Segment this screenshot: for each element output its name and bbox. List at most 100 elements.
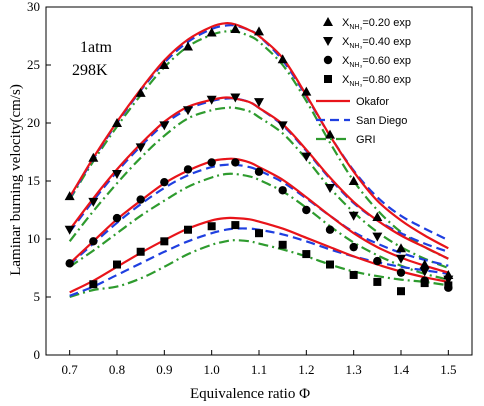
data-point-square (373, 277, 382, 286)
data-point-triangle-down (88, 197, 99, 207)
data-point-square (231, 221, 240, 230)
san-diego-curve (68, 163, 449, 267)
data-point-triangle-down (419, 267, 430, 277)
legend-label: San Diego (356, 115, 407, 127)
legend-label: XNH₃=0.20 exp (342, 17, 411, 31)
x-tick-label: 0.8 (109, 362, 125, 377)
data-point-square (255, 229, 263, 238)
data-point-triangle-down (301, 152, 312, 162)
data-point-square (184, 225, 192, 234)
data-point-circle (349, 242, 358, 252)
x-axis-title: Equivalence ratio Φ (190, 386, 310, 402)
data-point-triangle-up (183, 41, 193, 51)
data-point-triangle-down (325, 183, 335, 193)
data-point-square (397, 287, 405, 296)
axis-labels: 0.7 0.8 0.9 1.0 1.1 1.2 1.3 1.4 1.5 0 5 10 15 20 25 30 (27, 0, 456, 377)
data-point-triangle-down (112, 170, 122, 180)
x-tick-label: 0.9 (156, 362, 172, 377)
data-point-triangle-down (443, 275, 454, 285)
data-point-triangle-down (159, 121, 170, 131)
data-point-square (326, 260, 334, 269)
condition-pressure: 1atm (80, 39, 113, 56)
x-tick-label: 0.7 (62, 362, 79, 377)
legend-label: XNH₃=0.80 exp (342, 74, 411, 88)
data-point-triangle-up (348, 176, 359, 185)
data-point-square (136, 247, 145, 256)
data-point-circle (207, 158, 216, 167)
data-point-triangle-up (135, 87, 146, 97)
x-tick-label: 1.0 (204, 362, 220, 377)
legend-marker-triangle-down (323, 37, 333, 46)
data-point-circle (112, 213, 122, 223)
legend: XNH₃=0.20 exp XNH₃=0.40 exp XNH₃=0.60 exp X… (316, 17, 411, 146)
y-tick-label: 25 (27, 57, 40, 72)
data-point-triangle-down (230, 93, 241, 103)
x-tick-label: 1.5 (440, 362, 456, 377)
y-tick-label: 20 (27, 115, 40, 130)
legend-label: GRI (356, 134, 376, 146)
y-tick-label: 10 (27, 231, 40, 246)
data-point-triangle-down (206, 95, 217, 105)
data-point-circle (136, 195, 145, 204)
data-point-triangle-up (396, 243, 406, 253)
legend-label: XNH₃=0.40 exp (342, 36, 411, 50)
y-tick-label: 0 (34, 347, 41, 362)
legend-marker-circle (323, 55, 333, 65)
data-point-square (420, 279, 429, 288)
data-point-square (89, 280, 98, 289)
data-point-triangle-up (277, 54, 288, 64)
data-point-triangle-down (372, 232, 383, 242)
gri-curve (69, 239, 449, 299)
data-point-circle (302, 205, 311, 215)
experimental-points (64, 24, 454, 296)
data-point-triangle-up (64, 191, 75, 201)
data-point-circle (89, 237, 98, 246)
data-point-triangle-down (135, 143, 146, 153)
data-point-circle (254, 167, 264, 176)
data-point-square (349, 270, 358, 279)
data-point-square (207, 222, 216, 231)
data-point-circle (160, 177, 169, 187)
legend-marker-triangle-up (323, 17, 333, 26)
legend-label: Okafor (356, 96, 389, 108)
data-point-triangle-up (159, 60, 170, 69)
legend-label: XNH₃=0.60 exp (342, 55, 411, 69)
y-tick-label: 15 (27, 173, 40, 188)
y-axis-title: Laminar burning velocity(cm/s) (8, 84, 24, 276)
data-point-square (444, 281, 453, 290)
data-point-circle (373, 256, 382, 266)
x-tick-label: 1.4 (393, 362, 410, 377)
data-point-triangle-up (419, 259, 430, 269)
data-point-square (302, 250, 311, 259)
condition-temperature: 298K (72, 62, 108, 79)
legend-marker-square (324, 75, 332, 83)
gri-curve (69, 172, 449, 281)
data-point-triangle-down (254, 98, 264, 108)
y-tick-label: 5 (34, 289, 41, 304)
x-tick-label: 1.2 (298, 362, 314, 377)
data-point-square (278, 240, 287, 249)
data-point-triangle-up (254, 26, 264, 36)
data-point-circle (396, 268, 406, 277)
data-point-triangle-up (230, 24, 241, 34)
data-point-circle (278, 186, 287, 195)
data-point-triangle-down (183, 106, 193, 116)
y-tick-label: 30 (27, 0, 40, 14)
x-tick-label: 1.3 (346, 362, 362, 377)
axis-ticks (46, 6, 449, 356)
data-point-circle (65, 259, 74, 268)
data-point-square (160, 237, 169, 246)
data-point-triangle-up (206, 27, 217, 37)
data-point-triangle-up (301, 86, 312, 96)
data-point-triangle-up (372, 211, 383, 221)
data-point-circle (231, 158, 240, 167)
data-point-square (113, 260, 121, 269)
data-point-triangle-up (325, 129, 335, 139)
data-point-triangle-up (88, 152, 99, 162)
data-point-circle (325, 225, 335, 234)
data-point-triangle-down (348, 211, 359, 221)
data-point-triangle-down (396, 254, 406, 264)
x-tick-label: 1.1 (251, 362, 267, 377)
data-point-circle (183, 165, 193, 174)
